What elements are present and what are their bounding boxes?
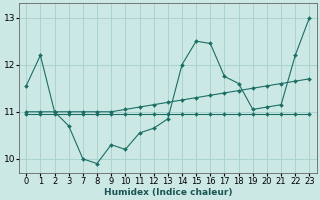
X-axis label: Humidex (Indice chaleur): Humidex (Indice chaleur) xyxy=(104,188,232,197)
